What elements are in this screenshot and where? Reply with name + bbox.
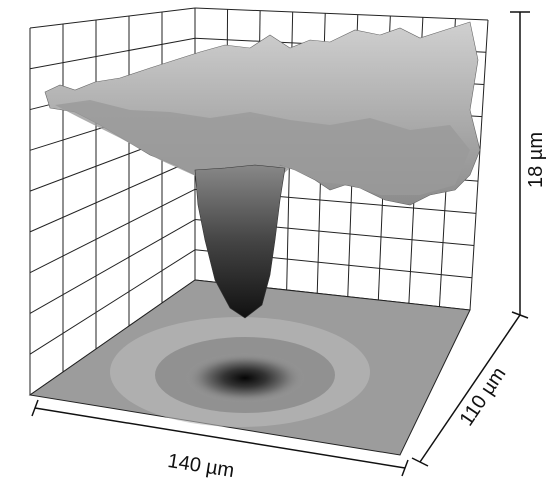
wall-grid-line [29, 158, 196, 233]
wall-grid-line [29, 219, 196, 314]
wall-grid-line [29, 249, 196, 355]
surface-band [55, 100, 470, 198]
x-dimension-label: 140 µm [166, 450, 236, 482]
z-dimension-label: 18 µm [525, 132, 547, 188]
wall-grid-line [29, 188, 196, 274]
floor-pit [185, 353, 305, 403]
wall-grid-line [194, 7, 489, 21]
x-dimension-tick [401, 459, 409, 477]
wall-grid-line [29, 37, 196, 70]
x-dimension-line [34, 407, 406, 469]
dimension-lines [31, 11, 530, 477]
wall-grid-line [469, 19, 489, 311]
y-dimension-tick [411, 457, 429, 467]
wall-grid-line [29, 7, 196, 29]
y-dimension-line [419, 314, 521, 463]
x-dimension-tick [31, 399, 39, 417]
surface-pit [194, 164, 286, 319]
